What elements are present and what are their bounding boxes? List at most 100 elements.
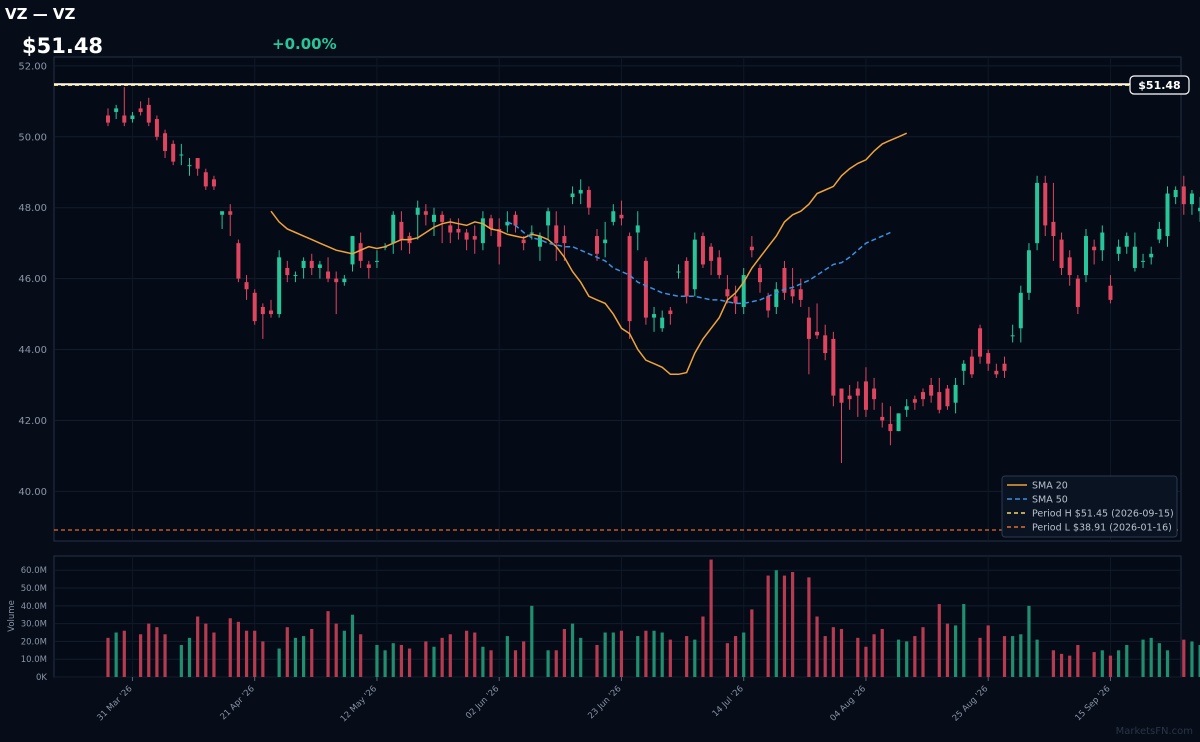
candle-body (122, 115, 127, 123)
candle (1124, 232, 1129, 254)
candle-body (643, 260, 648, 318)
candle-body (839, 388, 844, 403)
price-panel (53, 56, 1182, 542)
candle-body (758, 267, 762, 283)
candle (709, 243, 714, 276)
volume-bar (685, 636, 689, 677)
volume-bar (163, 634, 167, 677)
volume-tick-label: 40.0M (21, 602, 47, 612)
candle (603, 221, 608, 258)
candle (806, 306, 811, 375)
volume-bar (342, 630, 346, 677)
candle (912, 395, 917, 410)
volume-bar (407, 648, 412, 677)
candle (464, 228, 469, 251)
volume-bar (277, 648, 281, 677)
volume-bar (253, 630, 257, 677)
volume-bar (880, 628, 884, 677)
volume-bar (196, 616, 200, 677)
volume-bar (733, 636, 738, 677)
volume-bar (1019, 634, 1023, 677)
volume-bar (179, 644, 183, 677)
candle-body (847, 395, 852, 400)
volume-bar (1051, 650, 1055, 677)
candle-body (1018, 292, 1023, 329)
volume-bar (114, 632, 118, 677)
legend-sma50: SMA 50 (1032, 495, 1068, 506)
date-tick-label: 15 Sep '26 (1073, 684, 1112, 723)
candle (578, 179, 583, 205)
candle-body (896, 413, 901, 432)
candle-body (374, 260, 379, 262)
candle (130, 111, 135, 123)
candle (154, 115, 159, 141)
date-tick-label: 25 Aug '26 (951, 684, 991, 724)
volume-bar (611, 632, 615, 677)
candle (945, 384, 950, 410)
candle-body (1010, 335, 1015, 337)
candle (733, 285, 738, 315)
candle-body (994, 370, 999, 375)
date-tick-label: 02 Jun '26 (464, 684, 501, 721)
volume-bar (921, 627, 925, 677)
date-axis: 31 Mar '26 21 Apr '26 12 May '26 02 Jun '26… (95, 677, 1113, 724)
candle (986, 349, 991, 371)
candle-body (815, 331, 820, 336)
volume-tick-label: 20.0M (21, 637, 47, 647)
candle-body (880, 416, 885, 421)
candle-body (309, 260, 314, 268)
candle (994, 363, 999, 378)
candle-body (603, 239, 608, 244)
candle (953, 377, 958, 414)
volume-bar (823, 636, 827, 677)
legend-period-high: Period H $51.45 (2026-09-15) (1032, 509, 1174, 520)
candle (1165, 186, 1170, 247)
volume-bar (187, 637, 192, 677)
price-tick-label: 48.00 (18, 203, 47, 214)
candle-body (578, 189, 583, 194)
volume-bar (155, 627, 159, 677)
legend-sma20: SMA 20 (1032, 481, 1068, 492)
candle-body (774, 289, 779, 307)
volume-bar (807, 577, 811, 677)
volume-bar (122, 630, 126, 677)
candle-body (513, 214, 518, 226)
candle (480, 211, 485, 251)
price-change: +0.00% (272, 35, 337, 53)
last-price-tag: $51.48 (1129, 75, 1190, 95)
candle-body (921, 392, 925, 400)
candle-body (741, 275, 746, 307)
candle-body (554, 225, 559, 244)
candle (1026, 243, 1031, 300)
candle (668, 306, 673, 325)
candle (252, 289, 257, 325)
candle-body (1116, 246, 1121, 254)
candle (1010, 324, 1015, 343)
volume-bar (399, 644, 403, 677)
candle-body (660, 317, 665, 329)
volume-bar (742, 632, 746, 677)
candle (546, 207, 551, 240)
candle-body (326, 271, 331, 279)
last-price-box (1129, 75, 1190, 95)
volume-bar (636, 636, 640, 677)
candle-body (782, 267, 787, 293)
candle (619, 200, 624, 226)
volume-bar (1035, 639, 1039, 677)
volume-bar (595, 644, 599, 677)
candle-body (929, 384, 934, 396)
candle-body (912, 399, 917, 403)
candle-body (415, 207, 420, 215)
volume-bar (1108, 655, 1113, 677)
volume-bar (709, 559, 713, 677)
candle (163, 129, 168, 159)
candle (774, 282, 779, 315)
candle-body (301, 260, 306, 268)
candle (1116, 239, 1121, 261)
volume-bar (619, 630, 624, 677)
candle (595, 228, 599, 261)
candle (220, 211, 225, 229)
candle (497, 218, 502, 265)
volume-bar (448, 634, 452, 677)
